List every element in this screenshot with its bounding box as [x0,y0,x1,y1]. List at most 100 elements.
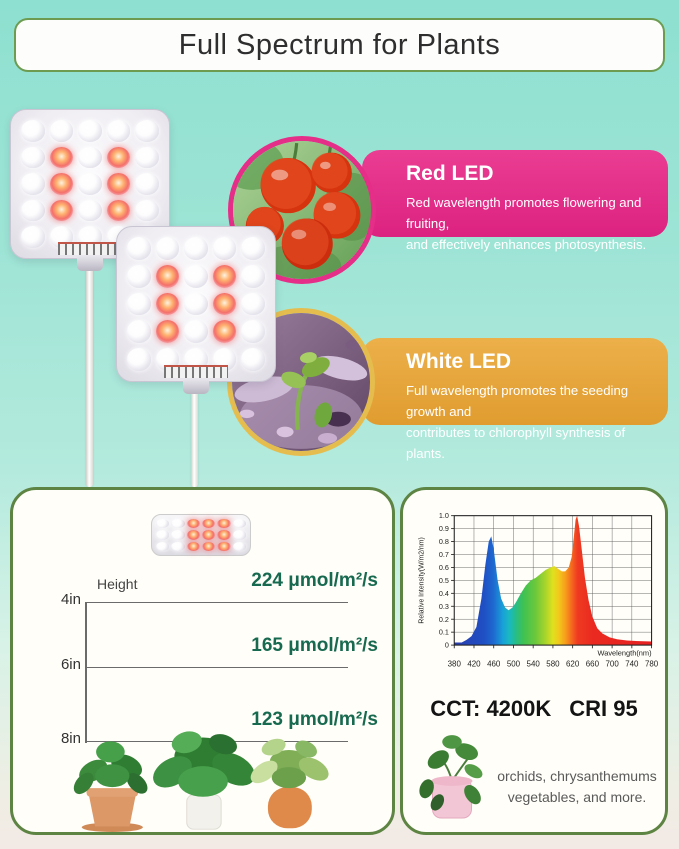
plant-left [73,741,148,833]
red-led-desc-line1: Red wavelength promotes flowering and fr… [406,195,642,232]
y-tick-label: 0 [445,641,449,650]
x-axis-label: Wavelength(nm) [598,649,652,658]
white-led [232,530,246,540]
pole-clamp [77,256,103,271]
white-led [232,519,246,529]
red-led [212,264,237,288]
light-pole-left [86,255,93,487]
ppfd-height-card: Height 4in 6in 8in 224 μmol/m²/s 165 μmo… [10,487,395,835]
red-led [49,146,74,169]
y-tick-label: 0.4 [439,589,449,598]
ppfd-value-6in: 165 μmol/m²/s [251,635,378,656]
white-led [49,120,74,142]
white-led [106,120,131,142]
white-led [184,237,208,260]
white-led [184,264,208,288]
height-line-4in [86,602,348,603]
x-tick-label: 620 [566,659,580,668]
red-led [201,530,216,540]
y-tick-label: 0.1 [439,628,449,637]
red-led [201,541,216,551]
y-tick-label: 0.5 [439,576,449,585]
white-led-desc-line1: Full wavelength promotes the seeding gro… [406,383,629,420]
led-panel-front [116,226,276,394]
white-led [212,237,237,260]
y-tick-label: 0.8 [439,537,449,546]
led-grid [126,236,266,372]
cct-value: CCT: 4200K [430,696,552,721]
red-led [155,320,180,344]
x-tick-label: 660 [586,659,600,668]
white-led [21,199,45,222]
red-led [186,541,200,551]
red-led [186,519,200,529]
white-led [156,519,170,529]
white-led [21,146,45,169]
white-led [127,348,151,371]
white-led [127,264,151,288]
white-led-description: Full wavelength promotes the seeding gro… [406,380,654,465]
title-banner: Full Spectrum for Plants [14,18,665,72]
page-title: Full Spectrum for Plants [178,28,501,61]
red-led [217,519,231,529]
white-led [78,120,102,142]
white-led [127,292,151,316]
plant-middle [153,731,255,830]
white-led [78,173,102,195]
led-grid [20,119,160,249]
ppfd-value-4in: 224 μmol/m²/s [251,570,378,591]
white-led [241,237,265,260]
red-led [106,146,131,169]
white-led [135,199,159,222]
mini-led-grid [156,519,246,551]
white-led [135,173,159,195]
height-label-6in: 6in [60,656,81,673]
height-label-8in: 8in [60,730,81,747]
white-led [127,320,151,344]
spectrum-area [454,515,652,646]
white-led [171,541,185,551]
white-led [78,146,102,169]
led-bar-photo [151,514,251,556]
white-led [156,530,170,540]
y-tick-label: 0.2 [439,615,449,624]
red-led [106,199,131,222]
white-led-heading: White LED [406,350,511,373]
connector-pins [164,365,228,378]
red-led [217,530,231,540]
x-tick-label: 380 [448,659,462,668]
height-label-4in: 4in [60,591,81,608]
red-led [49,199,74,222]
white-led [241,292,265,316]
plant-clipart [419,735,483,819]
white-led [171,530,185,540]
x-tick-label: 540 [527,659,541,668]
white-led [184,292,208,316]
red-led [49,173,74,195]
cri-value: CRI 95 [569,696,638,721]
white-led [135,120,159,142]
potted-plants-photo [73,731,329,833]
red-led [212,320,237,344]
height-line-6in [86,667,348,668]
white-led [241,264,265,288]
red-led-heading: Red LED [406,162,494,185]
y-tick-label: 0.3 [439,602,449,611]
sprout [281,352,333,430]
white-led [21,120,45,142]
connector-pins [58,242,122,255]
spectrum-chart: 380 420 460 500 540 580 620 660 700 740 780 0 0.1 0.2… [418,511,658,668]
note-line2: vegetables, and more. [507,789,647,805]
height-axis-line [85,602,87,743]
red-led [201,519,216,529]
ppfd-value-8in: 123 μmol/m²/s [251,709,378,730]
red-led-desc-line2: and effectively enhances photosynthesis. [406,237,647,253]
light-pole-right [191,378,198,487]
seedling-photo-circle [227,308,375,456]
cct-cri-line: CCT: 4200K CRI 95 [403,696,665,722]
y-tick-label: 0.9 [439,524,449,533]
plant-right [250,738,329,829]
pole-clamp [183,379,209,394]
white-led [127,237,151,260]
